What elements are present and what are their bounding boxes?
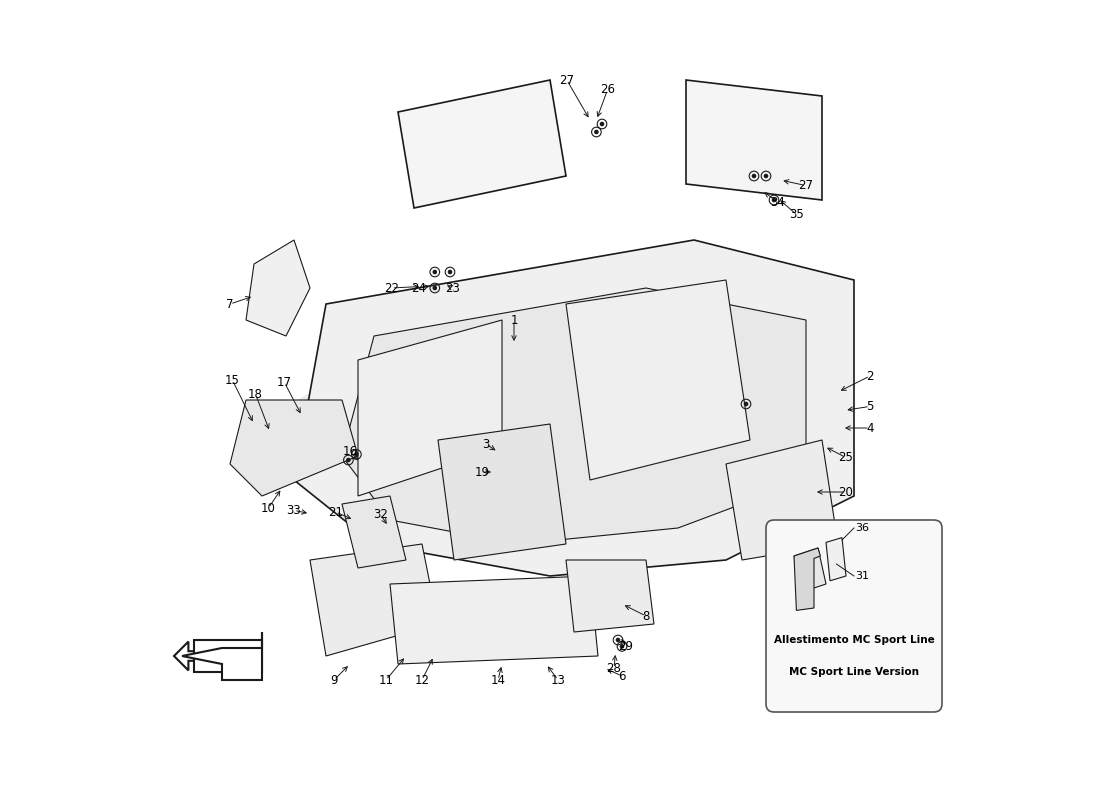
Polygon shape [182,632,262,680]
Text: 11: 11 [378,674,394,686]
Text: 26: 26 [601,83,615,96]
Circle shape [745,402,748,406]
Circle shape [433,286,437,290]
Circle shape [601,122,604,126]
Text: 6: 6 [618,670,626,682]
Text: 14: 14 [491,674,506,686]
Circle shape [346,458,350,462]
Polygon shape [358,320,502,496]
Polygon shape [342,288,806,544]
Polygon shape [342,496,406,568]
Text: 10: 10 [261,502,276,514]
Polygon shape [794,548,821,610]
Text: 20: 20 [838,486,854,498]
Text: 8: 8 [642,610,650,622]
Text: 24: 24 [411,282,427,294]
Text: 19: 19 [474,466,490,478]
Text: 12: 12 [415,674,429,686]
Circle shape [772,198,775,202]
Text: 23: 23 [446,282,460,294]
Text: 5: 5 [867,400,873,413]
Text: 3: 3 [482,438,490,450]
Text: 27: 27 [799,179,814,192]
Text: MC Sport Line Version: MC Sport Line Version [789,667,918,677]
Text: 32: 32 [373,508,388,521]
Text: 13: 13 [551,674,565,686]
Polygon shape [726,440,838,560]
Text: a passion for parts since 1985: a passion for parts since 1985 [414,487,686,505]
Circle shape [752,174,756,178]
Polygon shape [294,240,854,576]
Circle shape [355,453,358,456]
Text: 18: 18 [249,388,263,401]
Polygon shape [194,640,262,672]
Polygon shape [566,280,750,480]
Text: 2: 2 [867,370,873,382]
Text: 1: 1 [510,314,518,326]
Circle shape [616,638,619,642]
Text: 33: 33 [287,504,301,517]
Text: 31: 31 [856,571,870,581]
Text: 28: 28 [606,662,621,674]
Polygon shape [686,80,822,200]
Text: eurosports: eurosports [286,374,814,458]
FancyBboxPatch shape [766,520,942,712]
Circle shape [595,130,598,134]
Text: 9: 9 [330,674,338,686]
Polygon shape [390,576,598,664]
Polygon shape [566,560,654,632]
Circle shape [449,270,452,274]
Text: Allestimento MC Sport Line: Allestimento MC Sport Line [773,635,934,645]
Text: 34: 34 [771,196,785,209]
Text: 36: 36 [856,523,870,533]
Circle shape [433,270,437,274]
Text: 15: 15 [226,374,240,386]
Polygon shape [230,400,358,496]
Circle shape [620,645,624,648]
Text: 29: 29 [618,640,632,653]
Text: 16: 16 [342,446,358,458]
Circle shape [764,174,768,178]
Text: 27: 27 [559,74,574,86]
Text: 22: 22 [384,282,399,294]
Text: 25: 25 [838,451,854,464]
Text: 4: 4 [867,422,873,434]
Polygon shape [826,538,846,581]
Text: 35: 35 [789,208,804,221]
Polygon shape [310,544,438,656]
Text: 21: 21 [328,506,343,518]
Polygon shape [438,424,566,560]
Polygon shape [246,240,310,336]
Polygon shape [794,548,826,592]
Text: 17: 17 [277,376,292,389]
Text: 7: 7 [227,298,233,310]
Polygon shape [398,80,566,208]
